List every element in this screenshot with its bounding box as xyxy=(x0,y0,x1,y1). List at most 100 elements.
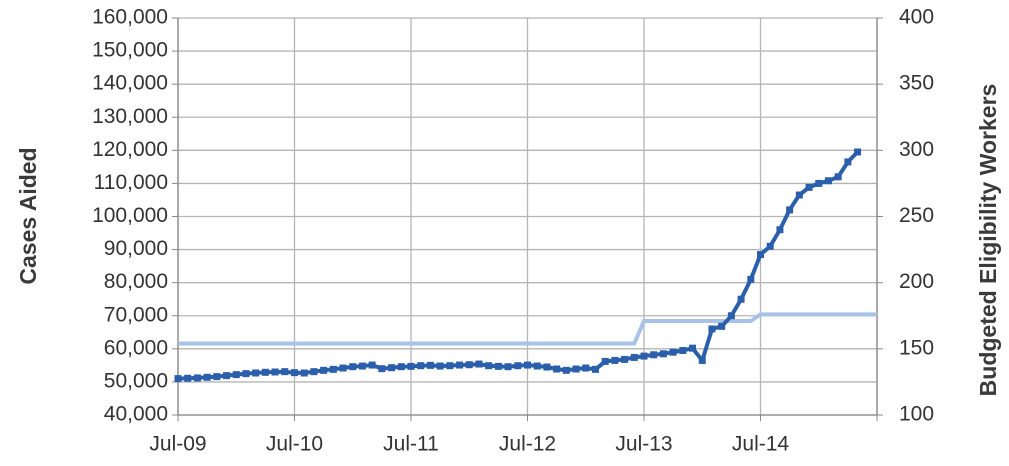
y-tick-label: 70,000 xyxy=(104,303,168,326)
series-line xyxy=(178,312,877,346)
series-marker xyxy=(824,177,832,185)
y-tick-label: 60,000 xyxy=(104,336,168,359)
series-marker xyxy=(465,361,473,369)
series-marker xyxy=(621,355,629,363)
y2-axis-title: Budgeted Eligibility Workers xyxy=(975,84,1001,397)
series-marker xyxy=(378,365,386,373)
series-marker xyxy=(358,362,366,370)
series-marker xyxy=(650,351,658,359)
series-marker xyxy=(504,363,512,371)
y-tick-label: 40,000 xyxy=(104,403,168,426)
series-marker xyxy=(786,206,794,214)
y2-tick-label: 400 xyxy=(899,6,934,29)
series-marker xyxy=(601,357,609,365)
y-tick-label: 90,000 xyxy=(104,237,168,260)
series-marker xyxy=(805,183,813,191)
series-marker xyxy=(854,148,862,156)
series-marker xyxy=(349,363,357,371)
y-tick-label: 130,000 xyxy=(92,105,168,128)
y-tick-label: 160,000 xyxy=(92,6,168,29)
series-marker xyxy=(630,353,638,361)
y2-tick-label: 200 xyxy=(899,270,934,293)
series-marker xyxy=(242,370,250,378)
series-marker xyxy=(291,369,298,377)
series-marker xyxy=(572,365,580,373)
series-marker xyxy=(582,364,590,372)
series-marker xyxy=(407,362,415,370)
series-marker xyxy=(766,242,774,250)
y-tick-label: 100,000 xyxy=(92,204,168,227)
series-marker xyxy=(184,374,192,382)
series-marker xyxy=(844,158,852,166)
series-marker xyxy=(533,362,541,370)
series-marker xyxy=(213,373,221,381)
series-marker xyxy=(747,275,755,283)
y2-tick-label: 350 xyxy=(899,72,934,95)
series-marker xyxy=(446,362,454,370)
x-tick-label: Jul-13 xyxy=(615,433,672,456)
series-marker xyxy=(815,179,823,187)
series-marker xyxy=(727,312,735,320)
series-marker xyxy=(708,325,716,333)
x-tick-label: Jul-10 xyxy=(266,433,323,456)
series-marker xyxy=(261,368,269,376)
series-marker xyxy=(611,356,619,364)
y-tick-label: 150,000 xyxy=(92,39,168,62)
y2-tick-label: 150 xyxy=(899,336,934,359)
series-marker xyxy=(193,374,201,382)
series-marker xyxy=(329,365,337,373)
series-marker xyxy=(834,173,842,181)
series-marker xyxy=(776,226,784,234)
series-marker xyxy=(300,369,308,377)
series-marker xyxy=(524,361,531,369)
series-marker xyxy=(436,362,444,370)
y-tick-label: 50,000 xyxy=(104,369,168,392)
series-marker xyxy=(679,346,687,354)
series-marker xyxy=(271,368,279,376)
series-marker xyxy=(174,375,182,383)
series-marker xyxy=(669,348,677,356)
series-marker xyxy=(737,295,745,303)
series-marker xyxy=(320,366,328,374)
y2-tick-label: 100 xyxy=(899,403,934,426)
series-marker xyxy=(223,372,231,380)
y2-tick-label: 300 xyxy=(899,138,934,161)
series-marker xyxy=(591,365,599,373)
x-tick-label: Jul-14 xyxy=(732,433,790,456)
series-marker xyxy=(553,365,561,373)
series-marker xyxy=(281,368,289,376)
series-marker xyxy=(659,350,667,358)
x-tick-label: Jul-11 xyxy=(383,433,439,456)
series-marker xyxy=(795,191,803,199)
x-tick-label: Jul-09 xyxy=(149,433,206,456)
series-marker xyxy=(310,368,318,376)
series-marker xyxy=(562,366,570,374)
series-marker xyxy=(718,322,726,330)
series-marker xyxy=(426,361,434,369)
x-tick-label: Jul-12 xyxy=(499,433,556,456)
series-marker xyxy=(417,362,425,370)
y-tick-label: 120,000 xyxy=(92,138,168,161)
series-marker xyxy=(203,373,211,381)
y-tick-label: 80,000 xyxy=(104,270,168,293)
series-marker xyxy=(252,369,260,377)
series-marker xyxy=(475,360,483,368)
series-marker xyxy=(485,362,493,370)
y-tick-label: 110,000 xyxy=(94,171,168,194)
y2-tick-label: 250 xyxy=(899,204,934,227)
series-marker xyxy=(698,356,706,364)
series-marker xyxy=(368,361,376,369)
y-axis-title: Cases Aided xyxy=(15,147,41,284)
series-marker xyxy=(494,362,502,370)
series-marker xyxy=(640,352,648,360)
series-marker xyxy=(232,371,240,379)
series-marker xyxy=(388,364,396,372)
series-marker xyxy=(543,363,551,371)
series-marker xyxy=(689,344,697,352)
y-tick-label: 140,000 xyxy=(92,72,168,95)
series-marker xyxy=(397,363,405,371)
series-marker xyxy=(456,361,464,369)
series-marker xyxy=(339,364,347,372)
series-marker xyxy=(757,251,764,259)
